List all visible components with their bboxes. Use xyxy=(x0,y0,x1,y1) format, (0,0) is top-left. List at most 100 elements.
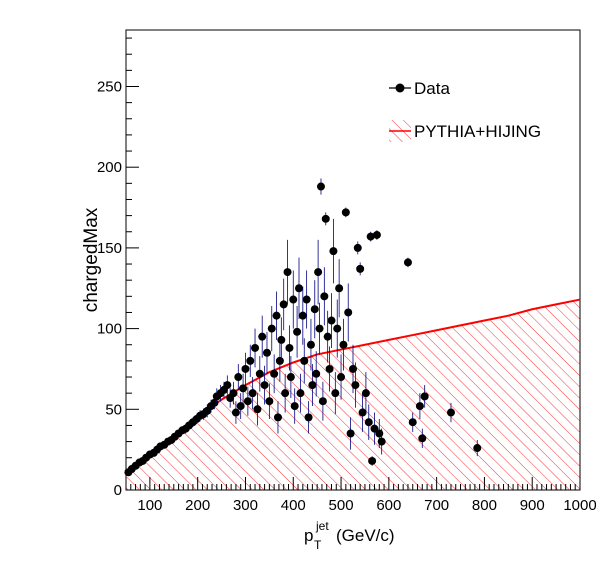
data-marker xyxy=(246,357,254,365)
data-marker xyxy=(276,357,284,365)
data-marker xyxy=(249,389,257,397)
y-tick-label: 250 xyxy=(97,78,122,95)
data-marker xyxy=(317,183,325,191)
data-marker xyxy=(349,365,357,373)
data-marker xyxy=(473,444,481,452)
x-tick-label: 1000 xyxy=(563,497,596,514)
data-marker xyxy=(289,296,297,304)
data-marker xyxy=(409,418,417,426)
data-marker xyxy=(274,413,282,421)
data-marker xyxy=(280,300,288,308)
data-marker xyxy=(295,284,303,292)
data-marker xyxy=(416,402,424,410)
data-marker xyxy=(359,409,367,417)
data-marker xyxy=(305,413,313,421)
data-marker xyxy=(362,389,370,397)
x-tick-label: 100 xyxy=(137,497,162,514)
data-marker xyxy=(347,430,355,438)
data-marker xyxy=(356,265,364,273)
data-marker xyxy=(342,208,350,216)
x-axis-label-unit: (GeV/c) xyxy=(336,526,395,545)
x-axis-label-sup: jet xyxy=(315,519,329,533)
data-marker xyxy=(253,405,261,413)
data-marker xyxy=(324,333,332,341)
legend-mc-label: PYTHIA+HIJING xyxy=(414,122,541,141)
y-tick-label: 0 xyxy=(114,482,122,499)
data-marker xyxy=(351,381,359,389)
data-marker xyxy=(244,397,252,405)
data-marker xyxy=(293,328,301,336)
data-marker xyxy=(335,284,343,292)
data-marker xyxy=(322,215,330,223)
data-marker xyxy=(284,268,292,276)
data-marker xyxy=(263,349,271,357)
x-tick-label: 500 xyxy=(329,497,354,514)
x-tick-label: 200 xyxy=(185,497,210,514)
data-marker xyxy=(265,397,273,405)
data-marker xyxy=(239,384,247,392)
data-marker xyxy=(277,336,285,344)
data-marker xyxy=(316,325,324,333)
data-marker xyxy=(418,434,426,442)
data-marker xyxy=(421,392,429,400)
data-marker xyxy=(378,438,386,446)
data-marker xyxy=(326,365,334,373)
data-marker xyxy=(251,344,259,352)
x-axis-label: p xyxy=(304,526,313,545)
data-marker xyxy=(303,296,311,304)
data-marker xyxy=(375,430,383,438)
data-marker xyxy=(333,325,341,333)
data-marker xyxy=(368,457,376,465)
data-marker xyxy=(273,312,281,320)
data-marker xyxy=(404,258,412,266)
y-tick-label: 100 xyxy=(97,321,122,338)
data-marker xyxy=(291,402,299,410)
data-marker xyxy=(261,381,269,389)
x-tick-label: 600 xyxy=(376,497,401,514)
data-marker xyxy=(256,370,264,378)
data-marker xyxy=(337,373,345,381)
data-marker xyxy=(319,397,327,405)
data-marker xyxy=(320,292,328,300)
data-marker xyxy=(268,325,276,333)
data-marker xyxy=(331,389,339,397)
data-marker xyxy=(287,373,295,381)
data-marker xyxy=(299,312,307,320)
data-marker xyxy=(354,244,362,252)
y-tick-label: 200 xyxy=(97,159,122,176)
data-marker xyxy=(344,308,352,316)
data-marker xyxy=(307,341,315,349)
data-marker xyxy=(281,389,289,397)
data-marker xyxy=(339,341,347,349)
data-marker xyxy=(232,409,240,417)
data-marker xyxy=(314,268,322,276)
legend-data-label: Data xyxy=(414,79,450,98)
data-marker xyxy=(237,402,245,410)
data-marker xyxy=(373,231,381,239)
data-marker xyxy=(223,381,231,389)
y-axis-label: chargedMax xyxy=(81,207,102,312)
data-marker xyxy=(285,344,293,352)
data-marker xyxy=(312,370,320,378)
x-axis-label-main: p xyxy=(304,526,313,545)
data-marker xyxy=(296,389,304,397)
data-marker xyxy=(300,357,308,365)
data-marker xyxy=(447,409,455,417)
x-tick-label: 800 xyxy=(472,497,497,514)
legend-data-marker xyxy=(396,84,405,93)
data-marker xyxy=(270,370,278,378)
data-marker xyxy=(329,247,337,255)
x-tick-label: 300 xyxy=(233,497,258,514)
x-axis-label-sub: T xyxy=(314,538,322,552)
data-marker xyxy=(241,365,249,373)
data-marker xyxy=(311,305,319,313)
y-tick-label: 50 xyxy=(105,401,122,418)
x-tick-label: 400 xyxy=(281,497,306,514)
x-tick-label: 900 xyxy=(520,497,545,514)
data-marker xyxy=(365,418,373,426)
data-marker xyxy=(258,333,266,341)
data-marker xyxy=(234,373,242,381)
x-tick-label: 700 xyxy=(424,497,449,514)
